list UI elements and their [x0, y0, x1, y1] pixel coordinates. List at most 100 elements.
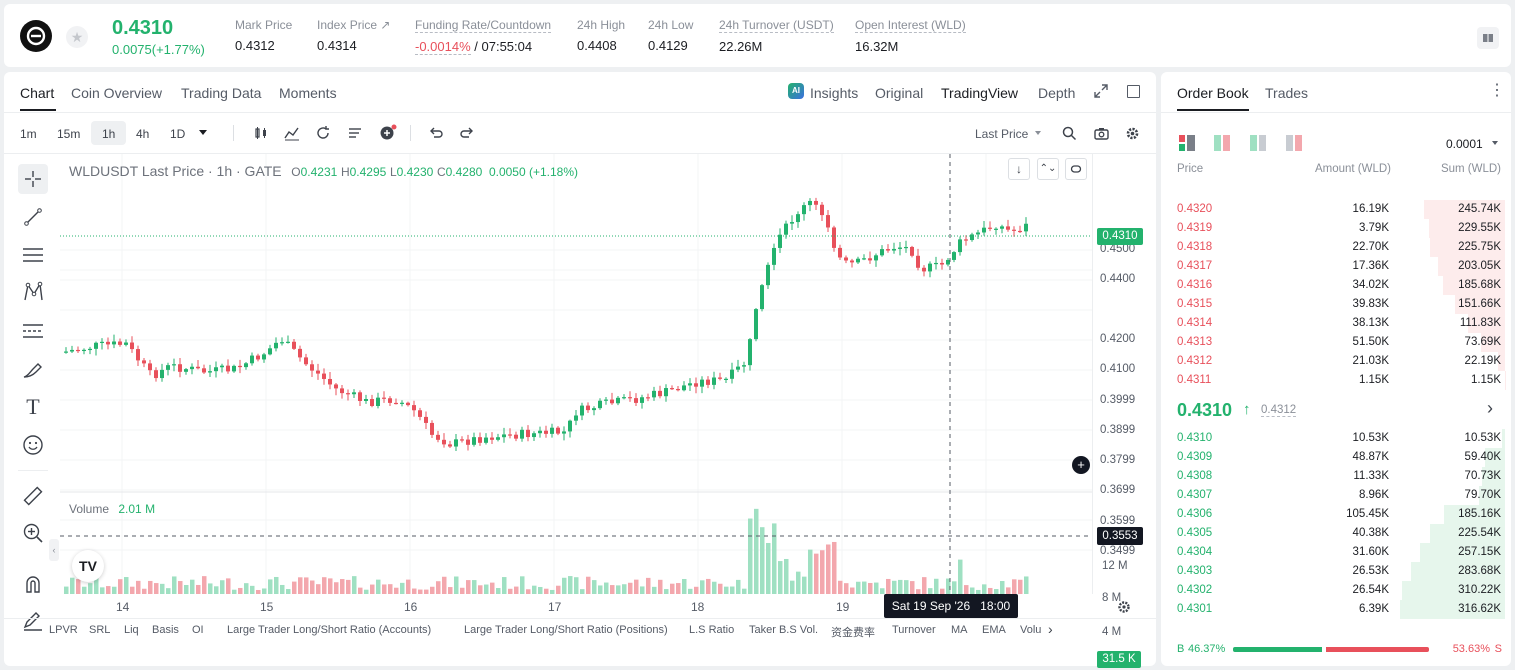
bid-row[interactable]: 0.4310 10.53K 10.53K [1161, 429, 1511, 448]
brush-tool-icon[interactable] [18, 355, 48, 385]
add-alert-icon[interactable] [379, 124, 397, 147]
tab-insights[interactable]: Insights [810, 85, 859, 101]
layout-split-icon[interactable] [1214, 135, 1230, 156]
indicator-large-trader-accounts[interactable]: Large Trader Long/Short Ratio (Accounts) [227, 624, 432, 636]
indicator-basis[interactable]: Basis [152, 624, 179, 636]
ask-row[interactable]: 0.4314 38.13K 111.83K [1161, 314, 1511, 333]
settings-gear-icon[interactable] [1125, 126, 1140, 146]
collapse-tools-button[interactable]: ‹ [49, 539, 59, 561]
indicator-ma[interactable]: MA [951, 624, 968, 636]
redo-icon[interactable] [459, 125, 475, 146]
compare-icon[interactable] [315, 125, 331, 146]
scroll-down-button[interactable]: ↓ [1008, 158, 1030, 180]
indicator-liq[interactable]: Liq [124, 624, 139, 636]
fib-tool-icon[interactable] [18, 316, 48, 346]
ask-row[interactable]: 0.4317 17.36K 203.05K [1161, 257, 1511, 276]
ask-row[interactable]: 0.4311 1.15K 1.15K [1161, 371, 1511, 390]
window-icon[interactable] [1127, 85, 1140, 98]
indicator-ema[interactable]: EMA [982, 624, 1006, 636]
indicator-volume[interactable]: Volu [1020, 624, 1042, 636]
favorite-star-icon[interactable]: ★ [66, 26, 88, 48]
tab-original[interactable]: Original [875, 85, 924, 101]
indicator-funding-rate[interactable]: 资金费率 [831, 627, 875, 639]
horizontal-lines-tool-icon[interactable] [18, 240, 48, 270]
bid-row[interactable]: 0.4306 105.45K 185.16K [1161, 505, 1511, 524]
row-amount: 34.02K [1352, 279, 1389, 291]
tab-moments[interactable]: Moments [279, 85, 337, 101]
bid-row[interactable]: 0.4302 26.54K 310.22K [1161, 581, 1511, 600]
collapse-arrows-button[interactable]: ⌃⌄ [1037, 158, 1059, 180]
tab-depth[interactable]: Depth [1038, 85, 1076, 101]
volume-bar [652, 586, 657, 594]
indicator-taker-bs-vol[interactable]: Taker B.S Vol. [749, 624, 819, 636]
ask-row[interactable]: 0.4315 39.83K 151.66K [1161, 295, 1511, 314]
price-type-chevron-icon[interactable] [1035, 131, 1041, 135]
indicator-turnover[interactable]: Turnover [892, 624, 936, 636]
layout-both-icon[interactable] [1179, 135, 1195, 156]
interval-15m[interactable]: 15m [57, 127, 81, 141]
tab-chart[interactable]: Chart [20, 85, 55, 101]
expand-icon[interactable] [1094, 84, 1108, 103]
ask-row[interactable]: 0.4316 34.02K 185.68K [1161, 276, 1511, 295]
indicator-srl[interactable]: SRL [89, 624, 111, 636]
text-tool-icon[interactable]: T [26, 394, 40, 419]
search-icon[interactable] [1062, 126, 1077, 146]
interval-4h[interactable]: 4h [136, 127, 150, 141]
indicators-icon[interactable] [284, 125, 300, 146]
trend-line-tool-icon[interactable] [18, 202, 48, 232]
add-price-alert-button[interactable]: + [1072, 456, 1090, 474]
bid-row[interactable]: 0.4301 6.39K 316.62K [1161, 600, 1511, 619]
ask-row[interactable]: 0.4318 22.70K 225.75K [1161, 238, 1511, 257]
bid-row[interactable]: 0.4304 31.60K 257.15K [1161, 543, 1511, 562]
tab-order-book[interactable]: Order Book [1177, 85, 1249, 101]
tab-coin-overview[interactable]: Coin Overview [71, 85, 163, 101]
price-type-select[interactable]: Last Price [975, 127, 1029, 141]
refresh-chart-button[interactable] [1065, 158, 1087, 180]
interval-1h[interactable]: 1h [102, 127, 116, 141]
indicator-ls-ratio[interactable]: L.S Ratio [689, 624, 735, 636]
magnet-tool-icon[interactable] [18, 569, 48, 599]
interval-1m[interactable]: 1m [20, 127, 37, 141]
book-icon[interactable] [1477, 27, 1499, 49]
bid-row[interactable]: 0.4308 11.33K 70.73K [1161, 467, 1511, 486]
templates-icon[interactable] [347, 125, 363, 146]
ask-row[interactable]: 0.4313 51.50K 73.69K [1161, 333, 1511, 352]
volume-bar [988, 587, 993, 594]
candlestick-chart[interactable] [4, 154, 1094, 624]
ask-row[interactable]: 0.4312 21.03K 22.19K [1161, 352, 1511, 371]
precision-chevron-icon[interactable] [1492, 141, 1498, 145]
tab-trades[interactable]: Trades [1265, 85, 1309, 101]
indicators-scroll-right-icon[interactable]: › [1048, 621, 1053, 637]
bid-row[interactable]: 0.4305 40.38K 225.54K [1161, 524, 1511, 543]
tab-trading-data[interactable]: Trading Data [181, 85, 262, 101]
layout-asks-icon[interactable] [1286, 135, 1302, 156]
camera-icon[interactable] [1094, 126, 1109, 146]
ai-insights-icon[interactable]: AI [788, 83, 804, 99]
emoji-tool-icon[interactable] [18, 430, 48, 460]
crosshair-tool-icon[interactable] [18, 164, 48, 194]
ask-row[interactable]: 0.4319 3.79K 229.55K [1161, 219, 1511, 238]
zoom-in-tool-icon[interactable] [18, 518, 48, 548]
bid-row[interactable]: 0.4309 48.87K 59.40K [1161, 448, 1511, 467]
mid-price-chevron-icon[interactable]: › [1487, 398, 1493, 418]
time-axis-settings-icon[interactable] [1117, 600, 1131, 619]
draw-lock-tool-icon[interactable] [18, 605, 48, 635]
interval-dropdown-icon[interactable] [199, 130, 207, 135]
indicator-large-trader-positions[interactable]: Large Trader Long/Short Ratio (Positions… [464, 624, 668, 636]
bid-row[interactable]: 0.4307 8.96K 79.70K [1161, 486, 1511, 505]
interval-1d[interactable]: 1D [170, 127, 186, 141]
ask-row[interactable]: 0.4320 16.19K 245.74K [1161, 200, 1511, 219]
candle-type-icon[interactable] [253, 125, 269, 146]
precision-select[interactable]: 0.0001 [1446, 137, 1483, 151]
indicator-lpvr[interactable]: LPVR [49, 624, 78, 636]
undo-icon[interactable] [428, 125, 444, 146]
indicator-oi[interactable]: OI [192, 624, 204, 636]
layout-bids-icon[interactable] [1250, 135, 1266, 156]
more-options-icon[interactable]: ⋮ [1489, 82, 1505, 99]
row-sum: 245.74K [1458, 203, 1501, 215]
stat-index-price[interactable]: Index Price ↗ 0.4314 [317, 18, 391, 53]
pattern-tool-icon[interactable] [18, 277, 48, 307]
ruler-tool-icon[interactable] [18, 481, 48, 511]
tab-tradingview[interactable]: TradingView [941, 85, 1019, 101]
bid-row[interactable]: 0.4303 26.53K 283.68K [1161, 562, 1511, 581]
